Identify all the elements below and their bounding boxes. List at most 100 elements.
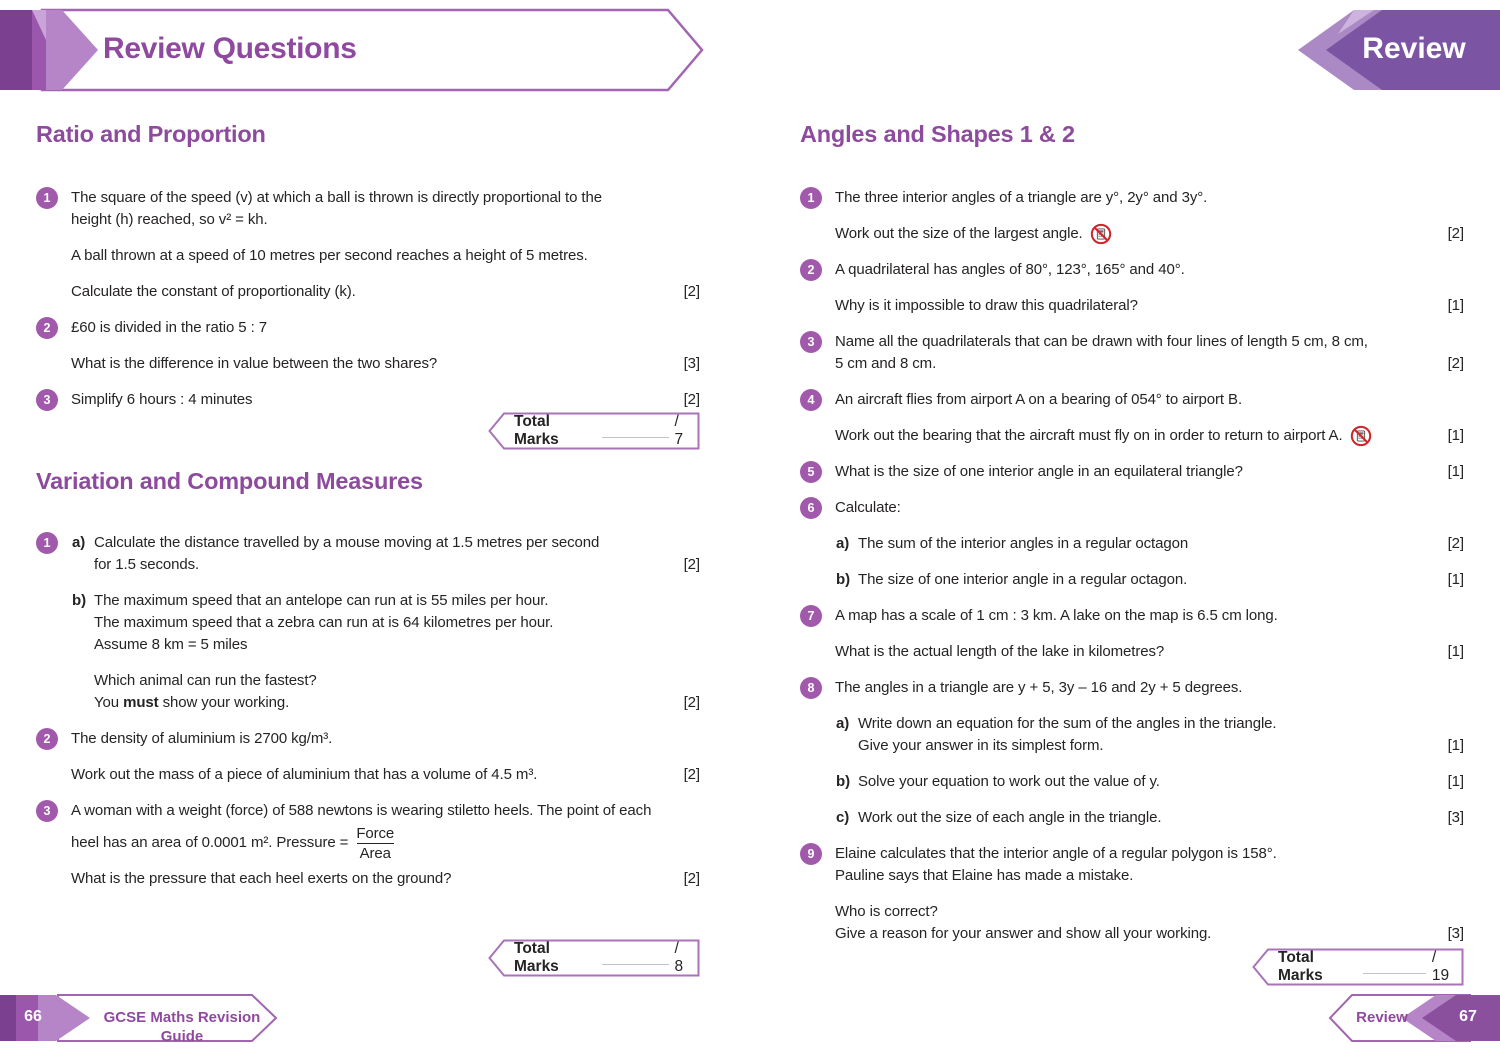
question-text: The angles in a triangle are y + 5, 3y –…	[835, 679, 1243, 696]
question-number-badge: 6	[800, 497, 822, 519]
question-number-badge: 2	[800, 259, 822, 281]
question-text: Elaine calculates that the interior angl…	[835, 845, 1277, 862]
marks-badge: [1]	[1447, 427, 1464, 444]
question-text: What is the pressure that each heel exer…	[71, 870, 452, 887]
question-text: height (h) reached, so v² = kh.	[71, 211, 268, 228]
answer-blank	[602, 952, 669, 965]
question-line: Assume 8 km = 5 miles	[36, 634, 700, 656]
question-text: Assume 8 km = 5 miles	[94, 636, 248, 653]
question-text: Calculate the constant of proportionalit…	[71, 283, 356, 300]
marks-badge: [2]	[1447, 535, 1464, 552]
question-text: Give a reason for your answer and show a…	[835, 925, 1212, 942]
total-marks-label: Total Marks	[1278, 949, 1323, 984]
question-line: Why is it impossible to draw this quadri…	[800, 295, 1464, 317]
question-text: Name all the quadrilaterals that can be …	[835, 333, 1368, 350]
total-marks-shape	[1252, 948, 1464, 986]
question-text: Write down an equation for the sum of th…	[858, 715, 1277, 732]
no-calculator-icon	[1350, 425, 1371, 447]
question-line: What is the actual length of the lake in…	[800, 641, 1464, 663]
footer-left-banner-shape	[0, 994, 278, 1042]
question-text: The three interior angles of a triangle …	[835, 189, 1208, 206]
question-line: 6 Calculate:	[800, 497, 1464, 519]
no-calculator-icon	[1090, 223, 1111, 245]
question-text: Work out the mass of a piece of aluminiu…	[71, 766, 538, 783]
marks-badge: [1]	[1447, 571, 1464, 588]
chevron-decoration	[0, 10, 32, 90]
marks-badge: [2]	[683, 694, 700, 711]
question-text: Pauline says that Elaine has made a mist…	[835, 867, 1134, 884]
review-tab-label: Review	[1362, 32, 1466, 65]
question-text: Work out the size of each angle in the t…	[858, 809, 1162, 826]
question-line: Which animal can run the fastest?	[36, 670, 700, 692]
part-letter: a)	[72, 534, 86, 551]
question-line: 3 Simplify 6 hours : 4 minutes [2]	[36, 389, 700, 411]
question-text: A quadrilateral has angles of 80°, 123°,…	[835, 261, 1185, 278]
question-line: The maximum speed that a zebra can run a…	[36, 612, 700, 634]
question-number-badge: 2	[36, 728, 58, 750]
question-line: c) Work out the size of each angle in th…	[800, 807, 1464, 829]
question-number-badge: 3	[36, 800, 58, 822]
answer-blank	[1362, 961, 1426, 974]
question-text: 5 cm and 8 cm.	[835, 355, 937, 372]
marks-badge: [2]	[683, 870, 700, 887]
question-text: heel has an area of 0.0001 m². Pressure …	[71, 832, 348, 854]
question-line: 5 cm and 8 cm. [2]	[800, 353, 1464, 375]
question-line: Work out the bearing that the aircraft m…	[800, 425, 1464, 447]
question-line: Work out the size of the largest angle. …	[800, 223, 1464, 245]
question-text: Give your answer in its simplest form.	[858, 737, 1104, 754]
question-text: What is the size of one interior angle i…	[835, 463, 1243, 480]
fraction-denominator: Area	[356, 842, 394, 863]
question-line: 9 Elaine calculates that the interior an…	[800, 843, 1464, 865]
total-marks-box: Total Marks / 7	[488, 412, 700, 450]
question-line: 2 A quadrilateral has angles of 80°, 123…	[800, 259, 1464, 281]
question-number-badge: 8	[800, 677, 822, 699]
question-line: 2 The density of aluminium is 2700 kg/m³…	[36, 728, 700, 750]
question-text: The size of one interior angle in a regu…	[858, 571, 1188, 588]
question-line: You must show your working. [2]	[36, 692, 700, 714]
question-line: 4 An aircraft flies from airport A on a …	[800, 389, 1464, 411]
question-text: Solve your equation to work out the valu…	[858, 773, 1160, 790]
total-marks-shape	[488, 939, 700, 977]
chevron-decoration	[46, 10, 98, 90]
question-line: a) The sum of the interior angles in a r…	[800, 533, 1464, 555]
page-number-left: 66	[24, 1008, 42, 1025]
question-line: Give your answer in its simplest form. […	[800, 735, 1464, 757]
left-page-content: Ratio and Proportion 1 The square of the…	[36, 121, 700, 977]
part-letter: b)	[72, 592, 86, 609]
marks-badge: [2]	[683, 391, 700, 408]
question-line: Work out the mass of a piece of aluminiu…	[36, 764, 700, 786]
question-line: What is the difference in value between …	[36, 353, 700, 375]
total-marks-value: / 7	[674, 413, 684, 448]
total-marks-content: Total Marks / 7	[514, 412, 690, 450]
question-line: for 1.5 seconds. [2]	[36, 554, 700, 576]
total-marks-value: / 19	[1431, 949, 1450, 984]
question-number-badge: 3	[800, 331, 822, 353]
tab-body	[1326, 10, 1500, 90]
footer-right-banner-shape	[1328, 994, 1500, 1042]
part-letter: b)	[836, 571, 850, 588]
total-marks-value: / 8	[674, 940, 684, 975]
marks-badge: [3]	[1447, 925, 1464, 942]
marks-badge: [1]	[1447, 297, 1464, 314]
question-text: A ball thrown at a speed of 10 metres pe…	[71, 247, 588, 264]
part-letter: c)	[836, 809, 850, 826]
question-number-badge: 1	[36, 532, 58, 554]
question-text: Work out the bearing that the aircraft m…	[835, 427, 1343, 444]
review-questions-banner-shape	[0, 8, 704, 92]
total-marks-content: Total Marks / 19	[1278, 948, 1454, 986]
footer-section-label: Review	[1356, 1009, 1408, 1026]
question-text: What is the difference in value between …	[71, 355, 438, 372]
question-line: 1 The square of the speed (v) at which a…	[36, 187, 700, 209]
part-letter: a)	[836, 535, 850, 552]
question-line: A ball thrown at a speed of 10 metres pe…	[36, 245, 700, 267]
question-text: A map has a scale of 1 cm : 3 km. A lake…	[835, 607, 1278, 624]
marks-badge: [2]	[1447, 225, 1464, 242]
total-marks-box: Total Marks / 19	[1252, 948, 1464, 986]
question-line: 8 The angles in a triangle are y + 5, 3y…	[800, 677, 1464, 699]
text-pre: heel has an area of 0.0001 m². Pressure …	[71, 834, 349, 851]
marks-badge: [3]	[683, 355, 700, 372]
marks-badge: [1]	[1447, 737, 1464, 754]
section-heading: Ratio and Proportion	[36, 121, 266, 147]
right-page-content: Angles and Shapes 1 & 2 1 The three inte…	[800, 121, 1464, 986]
